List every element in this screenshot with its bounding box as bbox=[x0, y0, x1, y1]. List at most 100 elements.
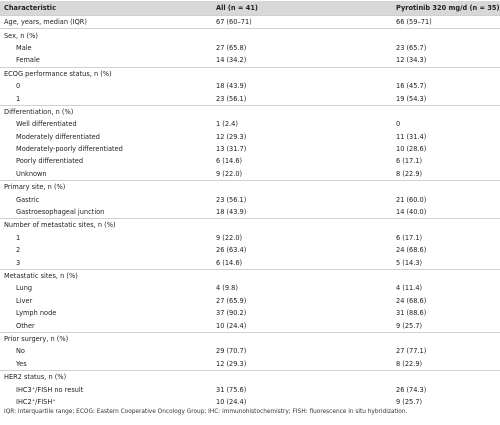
cell-value: 9 (25.7) bbox=[396, 397, 423, 406]
cell-value: 12 (29.3) bbox=[216, 359, 247, 368]
characteristics-table: Characteristic All (n = 41) Pyrotinib 32… bbox=[0, 1, 500, 408]
cell-value: 14 (40.0) bbox=[396, 208, 427, 217]
cell-value: 6 (14.6) bbox=[216, 258, 243, 267]
cell-empty bbox=[212, 331, 392, 346]
cell-value: 9 (25.7) bbox=[396, 321, 423, 330]
cell-value: 26 (74.3) bbox=[396, 385, 427, 394]
sub-row: 1 9 (22.0) 6 (17.1) bbox=[0, 232, 500, 244]
cell-value: 12 (29.3) bbox=[216, 132, 247, 141]
cell-value: 8 (22.9) bbox=[396, 169, 423, 178]
cell-value: 19 (54.3) bbox=[396, 94, 427, 103]
cell-empty bbox=[392, 104, 500, 119]
cell-empty bbox=[212, 28, 392, 42]
section-label: Age, years, median (IQR) bbox=[0, 14, 212, 29]
cell-value: 23 (65.7) bbox=[396, 43, 427, 52]
section-row: Primary site, n (%) bbox=[0, 180, 500, 194]
sub-row: Female 14 (34.2) 12 (34.3) bbox=[0, 54, 500, 67]
section-row: Sex, n (%) bbox=[0, 28, 500, 42]
row-label: Unknown bbox=[16, 169, 47, 178]
section-label: Sex, n (%) bbox=[0, 28, 212, 42]
cell-value: 23 (56.1) bbox=[216, 195, 247, 204]
cell-empty bbox=[392, 180, 500, 194]
cell-value: 10 (24.4) bbox=[216, 321, 247, 330]
cell-value: 29 (70.7) bbox=[216, 347, 247, 356]
row-label: Gastric bbox=[16, 195, 40, 204]
row-label: Lymph node bbox=[16, 309, 57, 318]
row-label: Female bbox=[16, 56, 40, 65]
sub-row: 1 23 (56.1) 19 (54.3) bbox=[0, 92, 500, 105]
cell-value: 23 (56.1) bbox=[216, 94, 247, 103]
section-row: Number of metastatic sites, n (%) bbox=[0, 218, 500, 232]
column-header: All (n = 41) bbox=[212, 1, 392, 16]
header-row: Characteristic All (n = 41) Pyrotinib 32… bbox=[0, 1, 500, 16]
section-label: Number of metastatic sites, n (%) bbox=[0, 218, 212, 232]
cell-value: 10 (24.4) bbox=[216, 397, 247, 406]
section-row: Metastatic sites, n (%) bbox=[0, 268, 500, 283]
cell-value: 24 (68.6) bbox=[396, 246, 427, 255]
cell-empty bbox=[392, 66, 500, 80]
row-label: 3 bbox=[16, 258, 21, 267]
cell-value: 66 (59–71) bbox=[392, 14, 500, 29]
row-label: Gastroesophageal junction bbox=[16, 208, 105, 217]
row-label: Liver bbox=[16, 296, 33, 305]
cell-value: 67 (60–71) bbox=[212, 14, 392, 29]
cell-value: 26 (63.4) bbox=[216, 246, 247, 255]
sub-row: 2 26 (63.4) 24 (68.6) bbox=[0, 244, 500, 256]
row-label: Lung bbox=[16, 284, 33, 293]
sub-row: Unknown 9 (22.0) 8 (22.9) bbox=[0, 168, 500, 181]
table-body: Age, years, median (IQR) 67 (60–71) 66 (59… bbox=[0, 14, 500, 409]
section-label: ECOG performance status, n (%) bbox=[0, 66, 212, 80]
cell-empty bbox=[392, 268, 500, 283]
row-label: Other bbox=[16, 321, 35, 330]
cell-value: 24 (68.6) bbox=[396, 296, 427, 305]
cell-value: 11 (31.4) bbox=[396, 132, 427, 141]
cell-empty bbox=[212, 369, 392, 384]
cell-value: 9 (22.0) bbox=[216, 169, 243, 178]
section-row: ECOG performance status, n (%) bbox=[0, 66, 500, 80]
sub-row: Poorly differentiated 6 (14.6) 6 (17.1) bbox=[0, 155, 500, 167]
row-label: 0 bbox=[16, 82, 21, 91]
section-row: Age, years, median (IQR) 67 (60–71) 66 (59… bbox=[0, 14, 500, 29]
section-row: Differentiation, n (%) bbox=[0, 104, 500, 119]
row-label: Moderately-poorly differentiated bbox=[16, 145, 123, 154]
row-label: No bbox=[16, 347, 25, 356]
sub-row: Lymph node 37 (90.2) 31 (88.6) bbox=[0, 307, 500, 319]
sub-row: 0 18 (43.9) 16 (45.7) bbox=[0, 80, 500, 92]
cell-value: 18 (43.9) bbox=[216, 208, 247, 217]
cell-value: 0 bbox=[396, 120, 401, 129]
row-label: 2 bbox=[16, 246, 21, 255]
cell-value: 16 (45.7) bbox=[396, 82, 427, 91]
cell-value: 8 (22.9) bbox=[396, 359, 423, 368]
sub-row: Lung 4 (9.8) 4 (11.4) bbox=[0, 282, 500, 294]
cell-value: 21 (60.0) bbox=[396, 195, 427, 204]
sub-row: Other 10 (24.4) 9 (25.7) bbox=[0, 319, 500, 332]
row-label: Moderately differentiated bbox=[16, 132, 100, 141]
row-label: Male bbox=[16, 43, 32, 52]
section-label: Differentiation, n (%) bbox=[0, 104, 212, 119]
cell-value: 37 (90.2) bbox=[216, 309, 247, 318]
column-header: Characteristic bbox=[0, 1, 212, 16]
cell-value: 27 (65.8) bbox=[216, 43, 247, 52]
row-label: IHC3⁺/FISH no result bbox=[16, 385, 84, 394]
sub-row: Liver 27 (65.9) 24 (68.6) bbox=[0, 295, 500, 307]
section-label: Prior surgery, n (%) bbox=[0, 331, 212, 346]
cell-value: 31 (75.6) bbox=[216, 385, 247, 394]
row-label: Poorly differentiated bbox=[16, 157, 84, 166]
row-label: Well differentiated bbox=[16, 120, 77, 129]
cell-empty bbox=[392, 369, 500, 384]
cell-empty bbox=[392, 331, 500, 346]
footnote: IQR: interquartile range; ECOG: Eastern … bbox=[4, 409, 408, 415]
row-label: Yes bbox=[16, 359, 27, 368]
cell-empty bbox=[212, 218, 392, 232]
cell-empty bbox=[212, 66, 392, 80]
cell-value: 27 (65.9) bbox=[216, 296, 247, 305]
row-label: IHC2⁺/FISH⁺ bbox=[16, 397, 56, 406]
row-label: 1 bbox=[16, 94, 21, 103]
cell-value: 1 (2.4) bbox=[216, 120, 238, 129]
cell-empty bbox=[212, 104, 392, 119]
cell-value: 6 (17.1) bbox=[396, 233, 423, 242]
section-row: HER2 status, n (%) bbox=[0, 369, 500, 384]
sub-row: Yes 12 (29.3) 8 (22.9) bbox=[0, 358, 500, 371]
section-label: HER2 status, n (%) bbox=[0, 369, 212, 384]
